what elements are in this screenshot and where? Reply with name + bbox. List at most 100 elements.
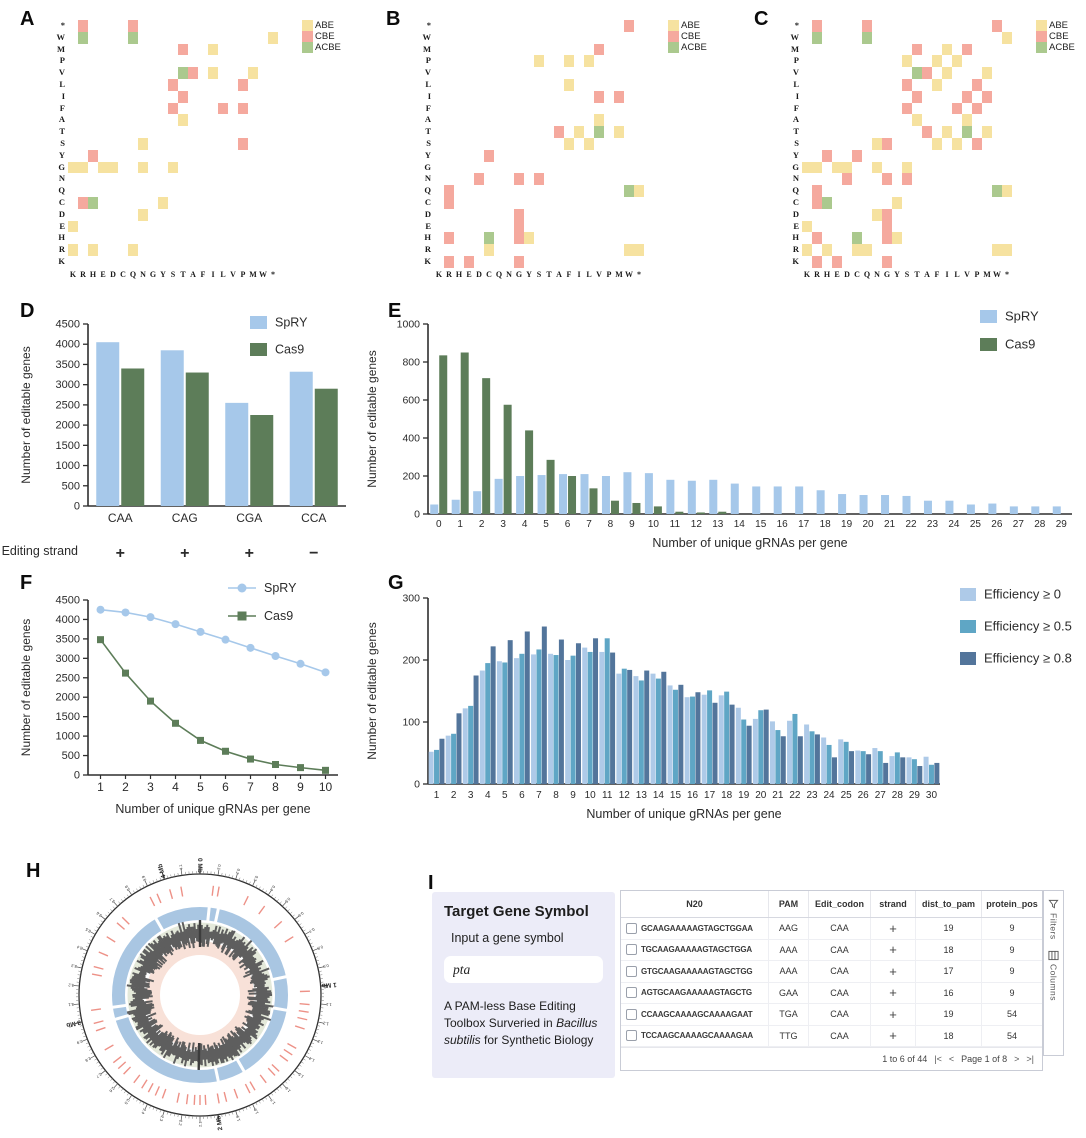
last-page-button[interactable]: >| bbox=[1026, 1054, 1034, 1064]
matrix-cell-empty bbox=[614, 20, 624, 32]
matrix-cell-abe bbox=[932, 55, 942, 68]
matrix-cell-empty bbox=[922, 221, 932, 233]
columns-tab[interactable]: Columns bbox=[1048, 950, 1059, 1001]
matrix-cell-empty bbox=[624, 138, 634, 150]
grna-table-row[interactable]: GCAAGAAAAAGTAGCTGGAA AAG CAA +19 9 bbox=[621, 918, 1042, 940]
matrix-cell-empty bbox=[98, 173, 108, 185]
matrix-cell-empty bbox=[128, 173, 138, 185]
matrix-row-label: E bbox=[425, 220, 431, 231]
matrix-cell-empty bbox=[248, 103, 258, 115]
next-page-button[interactable]: > bbox=[1014, 1054, 1020, 1064]
matrix-cell-empty bbox=[68, 114, 78, 126]
bar bbox=[928, 764, 934, 784]
matrix-cell-empty bbox=[962, 185, 972, 197]
matrix-cell-empty bbox=[198, 20, 208, 32]
matrix-cell-empty bbox=[88, 67, 98, 79]
bar bbox=[536, 649, 542, 784]
matrix-cell-empty bbox=[822, 79, 832, 91]
row-checkbox[interactable] bbox=[626, 922, 637, 934]
bar bbox=[966, 504, 975, 514]
matrix-cell-empty bbox=[544, 44, 554, 56]
matrix-panel-a: * W M P V L I F A T S Y G N Q C D E H R K K R H E D C Q N G Y S T A F I L V P M… bbox=[10, 6, 360, 294]
filters-tab-label: Filters bbox=[1048, 913, 1059, 940]
matrix-cell-empty bbox=[444, 244, 454, 256]
svg-text:0: 0 bbox=[414, 509, 420, 521]
matrix-cell-empty bbox=[494, 79, 504, 91]
matrix-cell-empty bbox=[78, 150, 88, 162]
row-checkbox[interactable] bbox=[626, 1030, 637, 1042]
matrix-cell-empty bbox=[464, 209, 474, 221]
n20-sequence: GCAAGAAAAAGTAGCTGGAA bbox=[641, 923, 753, 933]
matrix-cell-empty bbox=[524, 209, 534, 221]
matrix-cell-acbe bbox=[822, 196, 832, 209]
gene-symbol-input[interactable] bbox=[444, 956, 603, 983]
matrix-cell-empty bbox=[962, 150, 972, 162]
matrix-cell-empty bbox=[992, 79, 1002, 91]
bar bbox=[945, 500, 954, 514]
matrix-cell-abe bbox=[942, 67, 952, 79]
matrix-cell-empty bbox=[98, 20, 108, 32]
prev-page-button[interactable]: < bbox=[948, 1054, 955, 1064]
matrix-cell-empty bbox=[108, 150, 118, 162]
first-page-button[interactable]: |< bbox=[934, 1054, 942, 1064]
matrix-cell-empty bbox=[504, 91, 514, 103]
matrix-cell-empty bbox=[942, 209, 952, 221]
column-header-strand[interactable]: strand bbox=[871, 891, 916, 917]
matrix-cell-abe bbox=[614, 126, 624, 138]
row-checkbox[interactable] bbox=[626, 1008, 637, 1020]
matrix-cell-empty bbox=[932, 162, 942, 174]
matrix-cell-empty bbox=[168, 20, 178, 32]
row-checkbox[interactable] bbox=[626, 965, 637, 977]
matrix-cell-empty bbox=[88, 20, 98, 32]
matrix-cell-empty bbox=[128, 185, 138, 197]
svg-text:CAA: CAA bbox=[108, 511, 133, 525]
matrix-cell-empty bbox=[128, 67, 138, 79]
n20-sequence: TCCAAGCAAAAGCAAAAGAA bbox=[641, 1031, 753, 1041]
matrix-cell-empty bbox=[178, 256, 188, 268]
matrix-cell-empty bbox=[872, 114, 882, 126]
bar bbox=[988, 503, 997, 514]
matrix-cell-empty bbox=[624, 209, 634, 221]
data-point bbox=[271, 652, 280, 660]
svg-text:6: 6 bbox=[222, 780, 229, 794]
legend-swatch bbox=[1036, 20, 1047, 31]
matrix-cell-empty bbox=[198, 44, 208, 56]
column-header-N20[interactable]: N20 bbox=[621, 891, 769, 917]
matrix-cell-empty bbox=[1002, 138, 1012, 150]
svg-text:24: 24 bbox=[824, 790, 836, 801]
matrix-cell-cbe bbox=[862, 20, 872, 32]
grna-table-row[interactable]: TGCAAGAAAAAGTAGCTGGA AAA CAA +18 9 bbox=[621, 939, 1042, 961]
grna-table-row[interactable]: GTGCAAGAAAAAGTAGCTGG AAA CAA +17 9 bbox=[621, 961, 1042, 983]
grna-table-row[interactable]: CCAAGCAAAAGCAAAAGAAT TGA CAA +19 54 bbox=[621, 1004, 1042, 1026]
column-header-Edit_codon[interactable]: Edit_codon bbox=[809, 891, 871, 917]
matrix-cell-empty bbox=[238, 209, 248, 221]
matrix-cell-empty bbox=[852, 126, 862, 138]
filters-tab[interactable]: Filters bbox=[1048, 899, 1059, 940]
grna-table-row[interactable]: AGTGCAAGAAAAAGTAGCTG GAA CAA +16 9 bbox=[621, 982, 1042, 1004]
matrix-cell-empty bbox=[992, 232, 1002, 244]
svg-text:0.4: 0.4 bbox=[269, 885, 277, 893]
matrix-cell-empty bbox=[148, 244, 158, 256]
column-header-dist_to_pam[interactable]: dist_to_pam bbox=[916, 891, 982, 917]
matrix-cell-empty bbox=[842, 232, 852, 244]
matrix-cell-empty bbox=[614, 185, 624, 197]
matrix-cell-abe bbox=[862, 244, 872, 256]
grna-table-row[interactable]: TCCAAGCAAAAGCAAAAGAA TTG CAA +18 54 bbox=[621, 1025, 1042, 1047]
matrix-col-label: S bbox=[170, 269, 176, 279]
matrix-cell-empty bbox=[534, 103, 544, 115]
bar bbox=[456, 713, 462, 784]
matrix-cell-empty bbox=[932, 173, 942, 185]
matrix-cell-empty bbox=[982, 232, 992, 244]
matrix-cell-cbe bbox=[812, 196, 822, 209]
column-header-protein_pos[interactable]: protein_pos bbox=[986, 899, 1038, 909]
column-header-PAM[interactable]: PAM bbox=[769, 891, 809, 917]
row-checkbox[interactable] bbox=[626, 944, 637, 956]
matrix-cell-empty bbox=[524, 67, 534, 79]
matrix-cell-empty bbox=[802, 256, 812, 268]
bar bbox=[894, 752, 900, 784]
matrix-cell-empty bbox=[258, 173, 268, 185]
row-checkbox[interactable] bbox=[626, 987, 637, 999]
description-text: A PAM-less Base Editing Toolbox Surverie… bbox=[444, 999, 576, 1030]
svg-text:2500: 2500 bbox=[56, 399, 80, 411]
svg-text:500: 500 bbox=[62, 750, 80, 762]
